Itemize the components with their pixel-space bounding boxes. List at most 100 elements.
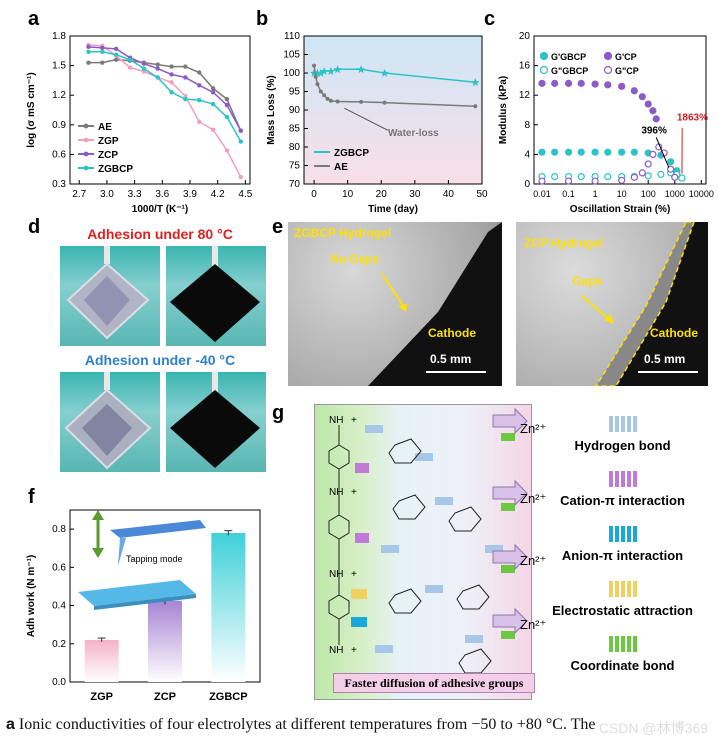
panel-label-c: c [484,8,496,30]
data-point-G"CP [564,177,573,185]
data-point-G"CP [667,165,675,173]
data-point-ZGBCP [169,90,174,95]
panel-label-f: f [28,486,35,508]
data-point-G"GBCP [644,172,652,180]
data-point-ZGBCP [141,66,147,71]
data-point-AE [318,89,323,94]
y-tick-label: 20 [519,31,531,42]
e-left-target: Cathode [428,326,476,340]
data-point-G'GBCP [618,148,626,156]
svg-text:NH: NH [329,569,343,580]
legend-marker-ZGBCP [83,165,89,171]
data-point-ZGBCP [224,114,230,120]
data-point-G'GBCP [538,148,546,156]
watermark: CSDN @林博369 [598,720,708,736]
photo-d-hot-cloth [166,246,266,346]
svg-text:NH: NH [329,415,343,426]
bar-ZCP [148,600,182,682]
y-tick-label: 0.4 [52,601,66,612]
data-point-G"CP [591,177,599,185]
legend-swatch-bar [620,416,625,432]
y-tick-label: 90 [289,105,301,116]
data-point-AE [473,104,478,109]
x-tick-label: 10000 [689,189,714,199]
x-tick-label: 3.0 [100,189,114,200]
data-point-ZCP [100,45,105,51]
legend-marker-G"GBCP [539,65,549,75]
data-point-ZCP [141,61,147,66]
legend-label-G'GBCP: G'GBCP [551,52,586,62]
data-point-AE [86,60,91,65]
annotation-arrow-396 [655,137,670,168]
data-point-G'GBCP [577,148,585,156]
data-point-G'CP [652,115,660,123]
x-tick-label: 1 [593,189,598,199]
chart-c-modulus: 0.01 0.1 1 10 100 1000 10000 0 4 8 12 16 20 Oscillati… [498,31,714,214]
data-point-G'CP [644,100,652,108]
legend-swatch-bar [614,636,619,652]
data-point-ZGBCP [155,75,160,80]
data-point-AE [359,99,364,104]
y-tick-label: 0.8 [52,524,66,535]
legend-swatch-bar [626,471,631,487]
bar-ZGBCP [211,532,246,682]
legend-marker-ZGP [83,137,89,143]
x-axis-label: Time (day) [368,204,418,214]
panel-label-g: g [272,402,285,424]
zn-label-1: Zn²⁺ [520,421,547,436]
data-point-G"CP [630,173,638,181]
annotation-396: 396% [641,126,667,137]
legend-swatch-bar [620,526,625,542]
data-point-ZCP [210,90,216,95]
series-line-ZGBCP [88,51,242,142]
data-point-G'CP [591,80,599,88]
x-tick-label: 10 [342,189,354,200]
svg-text:+: + [351,569,357,580]
data-point-ZGP [127,65,133,70]
figure-caption: a Ionic conductivities of four electroly… [6,716,595,734]
legend-marker-G'GBCP [539,51,549,61]
legend-swatch-bar [632,636,637,652]
svg-text:+: + [351,645,357,656]
caption-body: Ionic conductivities of four electrolyte… [14,716,596,733]
chart-f-adhesion-work: 0.0 0.2 0.4 0.6 0.8 Adh work (N m⁻¹) ZGP ZCP ZGB… [26,509,261,703]
foil-reflection [84,276,130,326]
x-tick-label: 30 [409,189,421,200]
carbon-cloth-diamond [170,264,260,342]
data-point-G'CP [577,79,585,87]
legend-swatch-bar [620,471,625,487]
x-tick-label: 40 [443,189,455,200]
data-point-G"CP [671,173,679,181]
data-point-ZGP [238,174,243,180]
legend-swatch-bar [626,636,631,652]
legend-swatch-bar [632,581,637,597]
chart-b-mass-loss: 0 10 20 30 40 50 70 75 80 85 90 95 100 105 110 Time (da… [266,31,488,214]
x-category-label: ZGP [90,691,113,703]
legend-label-ZCP: ZCP [98,150,118,161]
data-point-AE [224,96,230,102]
data-point-G"GBCP [577,173,585,181]
legend-swatch-bar [614,416,619,432]
data-point-G"CP [644,160,652,168]
coordinate-bond-marks [501,433,515,639]
annotation-tapping-mode: Tapping mode [126,554,183,564]
data-point-AE [335,99,340,104]
legend-label-ZGP: ZGP [98,136,119,147]
y-tick-label: 12 [519,90,531,101]
data-point-ZCP [113,46,119,52]
legend-label-ZGBCP: ZGBCP [98,164,133,175]
legend-label: Hydrogen bond [574,438,671,453]
y-tick-label: 8 [524,120,530,131]
annotation-arrow [344,107,389,131]
data-point-G'CP [649,107,657,115]
data-point-ZGBCP [471,78,480,87]
y-tick-label: 1.8 [52,31,66,42]
foil-reflection [82,404,132,456]
data-point-ZCP [197,83,202,88]
legend-swatch-bar [620,581,625,597]
legend-label: Electrostatic attraction [552,603,693,618]
legend-swatch-bar [626,526,631,542]
data-point-G"CP [638,169,646,177]
data-point-ZGBCP [316,69,325,77]
legend-item: Coordinate bond [535,636,710,673]
